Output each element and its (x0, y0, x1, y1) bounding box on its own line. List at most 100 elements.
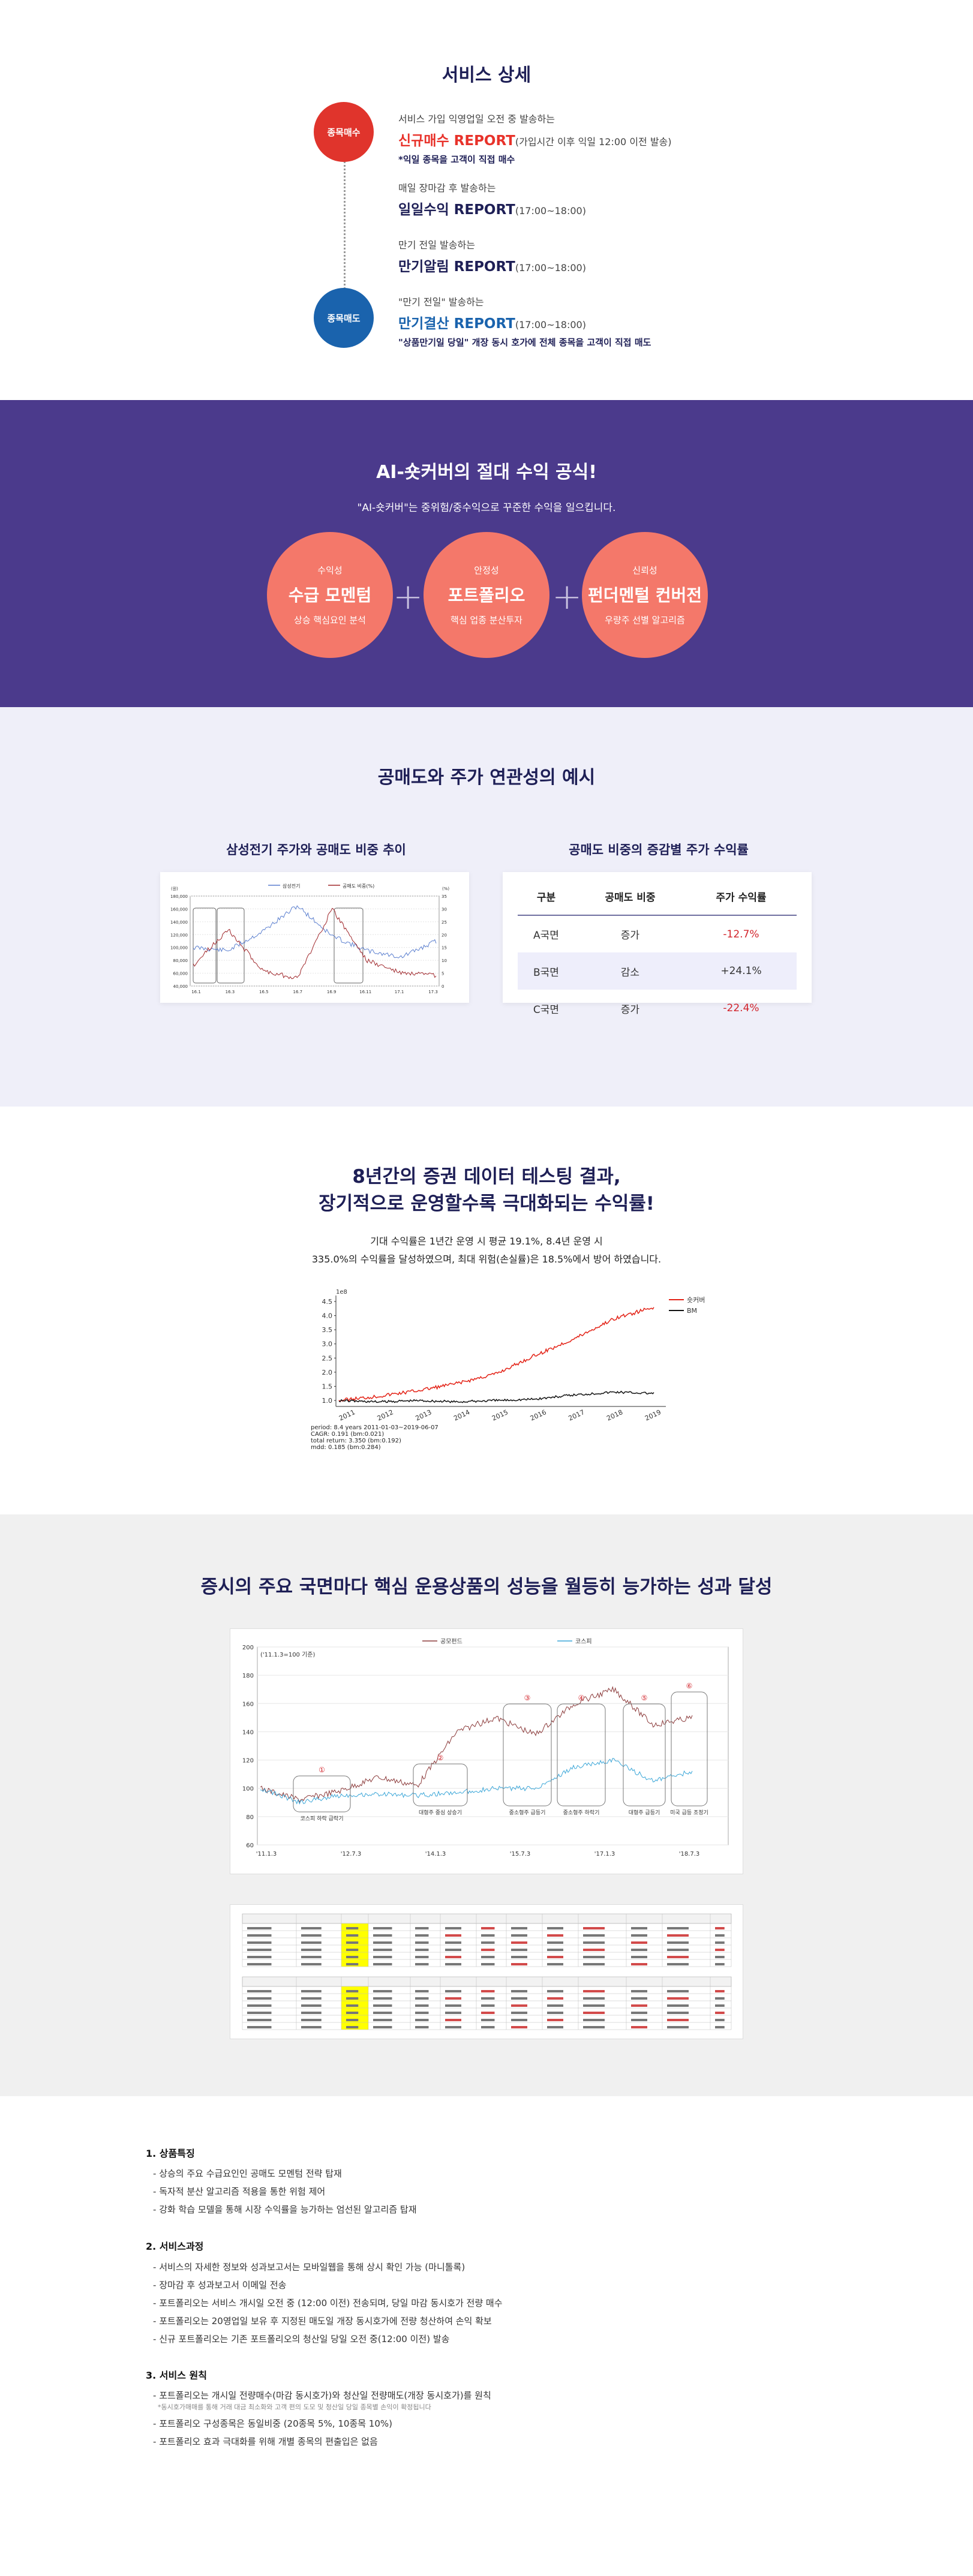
table-cell (547, 2004, 563, 2007)
table-cell (511, 1949, 527, 1951)
y-tick: 80 (246, 1814, 254, 1821)
table-cell (547, 2019, 563, 2021)
table-cell (247, 1941, 272, 1944)
y-right-tick: 5 (442, 972, 444, 976)
table-cell (631, 2019, 647, 2021)
table-cell (346, 1956, 359, 1958)
backtest-title-line: 장기적으로 운영할수록 극대화되는 수익률! (319, 1193, 654, 1215)
list-item: - 독자적 분산 알고리즘 적용을 통한 위험 제어 (153, 2186, 326, 2197)
table-cell (373, 1949, 392, 1951)
table-cell (715, 1927, 725, 1929)
table-cell (481, 1941, 495, 1944)
table-header: 구분 (518, 878, 575, 916)
x-tick: 2019 (644, 1408, 662, 1423)
table-cell (667, 1990, 689, 1992)
x-tick: '11.1.3 (256, 1851, 277, 1857)
table-cell (631, 1941, 647, 1944)
table-cell (301, 2019, 322, 2021)
table-cell (346, 2012, 359, 2014)
phase-number: ② (437, 1754, 444, 1762)
table-header-row (242, 1913, 732, 1924)
series-line-price (193, 905, 437, 958)
table-cell (583, 1990, 605, 1992)
y-tick: 3.0 (322, 1340, 333, 1348)
table-cell (373, 1990, 392, 1992)
backtest-desc-line: 335.0%의 수익률을 달성하였으며, 최대 위험(손실률)은 18.5%에서… (311, 1254, 662, 1265)
table-cell (715, 2004, 725, 2007)
sell-circle-label: 종목매도 (327, 312, 361, 324)
samsung-chart-title: 삼성전기 주가와 공매도 비중 추이 (226, 843, 406, 857)
table-cell (415, 1990, 429, 1992)
buy-circle: 종목매수 (314, 102, 374, 162)
notes-title-process: 2. 서비스과정 (146, 2241, 204, 2252)
table-cell (715, 2019, 725, 2021)
table-cell (583, 1997, 605, 2000)
table-cell (481, 1927, 495, 1929)
table-cell (583, 1927, 605, 1929)
return-table: 구분 공매도 비중 주가 수익률 A국면 증가 -12.7% B국면 감소 +2… (518, 878, 797, 1027)
phase-number: ⑥ (686, 1682, 693, 1690)
phase-label: 중소형주 하락기 (563, 1809, 600, 1816)
table-cell (547, 2012, 563, 2014)
samsung-chart: 삼성전기 공매도 비중(%) (원) (%) 180,000 35 160,000 30 140… (170, 883, 449, 994)
backtest-desc-line: 기대 수익률은 1년간 운영 시 평균 19.1%, 8.4년 운영 시 (370, 1236, 603, 1247)
table-cell (511, 1927, 527, 1929)
sell-circle: 종목매도 (314, 288, 374, 348)
step-report-title: 신규매수 REPORT(가입시간 이후 익일 12:00 이전 발송) (398, 133, 672, 149)
table-cell (301, 1997, 322, 2000)
table-cell (445, 2004, 461, 2007)
step-small: 만기 전일 발송하는 (398, 239, 475, 251)
formula-subtitle: "AI-숏커버"는 중위험/중수익으로 꾸준한 수익을 일으킵니다. (357, 502, 616, 514)
y-right-tick: 15 (442, 946, 447, 951)
legend-price: 삼성전기 (283, 883, 300, 889)
table-cell (631, 1990, 647, 1992)
table-cell (346, 1990, 359, 1992)
step-small: 서비스 가입 익영업일 오전 중 발송하는 (398, 113, 555, 125)
plus-icon: + (552, 576, 582, 618)
phase-box (671, 1691, 708, 1806)
step-expiry-alert: 만기 전일 발송하는 만기알림 REPORT(17:00~18:00) (398, 237, 818, 275)
phase-label: 미국 급등 조정기 (670, 1809, 708, 1816)
y-right-unit: (%) (442, 886, 449, 891)
table-cell (301, 1956, 322, 1958)
table-cell (715, 1934, 725, 1937)
table-cell (415, 1963, 429, 1965)
x-tick: '17.1.3 (594, 1851, 615, 1857)
phase-number: ⑤ (641, 1694, 648, 1702)
x-tick: 2015 (491, 1408, 509, 1423)
y-right-tick: 35 (442, 894, 447, 899)
phase-number: ④ (578, 1694, 585, 1702)
table-cell (583, 2026, 605, 2028)
backtest-desc: 기대 수익률은 1년간 운영 시 평균 19.1%, 8.4년 운영 시 335… (0, 1233, 973, 1269)
table-cell (481, 1956, 495, 1958)
series-line-kospi (260, 1758, 693, 1805)
series-line-short (193, 907, 437, 979)
table-cell (481, 1990, 495, 1992)
performance-title: 증시의 주요 국면마다 핵심 운용상품의 성능을 월등히 능가하는 성과 달성 (200, 1576, 773, 1598)
x-tick: '14.1.3 (425, 1851, 446, 1857)
series-line-bm (338, 1390, 654, 1403)
legend-bm: BM (687, 1307, 697, 1315)
table-header: 공매도 비중 (574, 878, 686, 916)
table-cell (373, 1997, 392, 2000)
table-cell (373, 1941, 392, 1944)
table-cell (583, 2019, 605, 2021)
table-cell (511, 2004, 527, 2007)
table-cell (715, 1990, 725, 1992)
list-item: - 강화 학습 모델을 통해 시장 수익률을 능가하는 엄선된 알고리즘 탑재 (153, 2204, 417, 2215)
phase-box (293, 1775, 351, 1812)
y-right-tick: 20 (442, 933, 447, 937)
shortsell-title: 공매도와 주가 연관성의 예시 (377, 767, 596, 788)
table-cell (667, 2004, 689, 2007)
phase-box (193, 907, 217, 984)
step-note: *익일 종목을 고객이 직접 매수 (398, 154, 515, 165)
table-cell (667, 1956, 689, 1958)
step-note: "상품만기일 당일" 개장 동시 호가에 전체 종목을 고객이 직접 매도 (398, 337, 651, 348)
buy-circle-label: 종목매수 (327, 127, 361, 138)
table-cell (481, 1997, 495, 2000)
y-tick: 2.5 (322, 1354, 333, 1362)
table-cell (415, 1997, 429, 2000)
list-item: - 상승의 주요 수급요인인 공매도 모멘텀 전략 탑재 (153, 2168, 342, 2179)
table-cell (715, 1956, 725, 1958)
plus-icon: + (393, 576, 424, 618)
